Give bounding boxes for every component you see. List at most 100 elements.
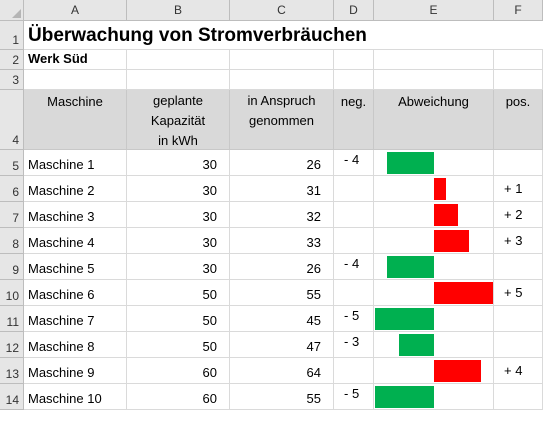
- planned-capacity-cell[interactable]: 50: [127, 280, 230, 306]
- header-planned-capacity[interactable]: geplante Kapazität in kWh: [127, 90, 230, 150]
- row-header-6[interactable]: 6: [0, 176, 24, 202]
- row-header-5[interactable]: 5: [0, 150, 24, 176]
- deviation-bar-cell[interactable]: [374, 384, 494, 410]
- positive-deviation-cell[interactable]: + 1: [494, 176, 543, 202]
- cell-e2[interactable]: [374, 50, 494, 70]
- used-cell[interactable]: 45: [230, 306, 334, 332]
- deviation-bar-cell[interactable]: [374, 332, 494, 358]
- negative-deviation-cell[interactable]: [334, 228, 374, 254]
- positive-deviation-cell[interactable]: [494, 254, 543, 280]
- cell-b2[interactable]: [127, 50, 230, 70]
- used-cell[interactable]: 31: [230, 176, 334, 202]
- machine-name-cell[interactable]: Maschine 5: [24, 254, 127, 280]
- row-header-10[interactable]: 10: [0, 280, 24, 306]
- sheet-title[interactable]: Überwachung von Stromverbräuchen: [24, 21, 543, 50]
- used-cell[interactable]: 55: [230, 280, 334, 306]
- column-header-a[interactable]: A: [24, 0, 127, 21]
- positive-deviation-cell[interactable]: + 3: [494, 228, 543, 254]
- planned-capacity-cell[interactable]: 30: [127, 254, 230, 280]
- row-header-12[interactable]: 12: [0, 332, 24, 358]
- negative-deviation-cell[interactable]: - 5: [334, 306, 374, 332]
- planned-capacity-cell[interactable]: 60: [127, 384, 230, 410]
- planned-capacity-cell[interactable]: 50: [127, 306, 230, 332]
- row-header-2[interactable]: 2: [0, 50, 24, 70]
- machine-name-cell[interactable]: Maschine 2: [24, 176, 127, 202]
- cell-f3[interactable]: [494, 70, 543, 90]
- deviation-bar-cell[interactable]: [374, 254, 494, 280]
- machine-name-cell[interactable]: Maschine 4: [24, 228, 127, 254]
- row-header-7[interactable]: 7: [0, 202, 24, 228]
- used-cell[interactable]: 33: [230, 228, 334, 254]
- planned-capacity-cell[interactable]: 30: [127, 228, 230, 254]
- cell-d2[interactable]: [334, 50, 374, 70]
- negative-deviation-cell[interactable]: - 3: [334, 332, 374, 358]
- machine-name-cell[interactable]: Maschine 9: [24, 358, 127, 384]
- machine-name-cell[interactable]: Maschine 8: [24, 332, 127, 358]
- negative-deviation-cell[interactable]: - 5: [334, 384, 374, 410]
- cell-f2[interactable]: [494, 50, 543, 70]
- cell-a3[interactable]: [24, 70, 127, 90]
- cell-d3[interactable]: [334, 70, 374, 90]
- positive-deviation-cell[interactable]: + 2: [494, 202, 543, 228]
- negative-deviation-cell[interactable]: [334, 358, 374, 384]
- deviation-bar-cell[interactable]: [374, 280, 494, 306]
- machine-name-cell[interactable]: Maschine 7: [24, 306, 127, 332]
- planned-capacity-cell[interactable]: 50: [127, 332, 230, 358]
- negative-deviation-cell[interactable]: [334, 202, 374, 228]
- column-header-c[interactable]: C: [230, 0, 334, 21]
- used-cell[interactable]: 32: [230, 202, 334, 228]
- used-cell[interactable]: 26: [230, 150, 334, 176]
- positive-deviation-cell[interactable]: [494, 306, 543, 332]
- deviation-bar-cell[interactable]: [374, 306, 494, 332]
- machine-name-cell[interactable]: Maschine 6: [24, 280, 127, 306]
- row-header-9[interactable]: 9: [0, 254, 24, 280]
- negative-deviation-cell[interactable]: [334, 280, 374, 306]
- column-header-d[interactable]: D: [334, 0, 374, 21]
- deviation-bar-cell[interactable]: [374, 176, 494, 202]
- column-header-f[interactable]: F: [494, 0, 543, 21]
- used-cell[interactable]: 26: [230, 254, 334, 280]
- cell-e3[interactable]: [374, 70, 494, 90]
- column-header-e[interactable]: E: [374, 0, 494, 21]
- machine-name-cell[interactable]: Maschine 1: [24, 150, 127, 176]
- header-machine[interactable]: Maschine: [24, 90, 127, 150]
- planned-capacity-cell[interactable]: 30: [127, 150, 230, 176]
- row-header-11[interactable]: 11: [0, 306, 24, 332]
- select-all-corner[interactable]: [0, 0, 24, 21]
- used-cell[interactable]: 64: [230, 358, 334, 384]
- positive-deviation-cell[interactable]: [494, 332, 543, 358]
- planned-capacity-cell[interactable]: 60: [127, 358, 230, 384]
- row-header-14[interactable]: 14: [0, 384, 24, 410]
- header-positive[interactable]: pos.: [494, 90, 543, 150]
- header-used[interactable]: in Anspruch genommen: [230, 90, 334, 150]
- row-header-3[interactable]: 3: [0, 70, 24, 90]
- positive-deviation-cell[interactable]: + 5: [494, 280, 543, 306]
- negative-deviation-cell[interactable]: [334, 176, 374, 202]
- header-negative[interactable]: neg.: [334, 90, 374, 150]
- machine-name-cell[interactable]: Maschine 3: [24, 202, 127, 228]
- row-header-8[interactable]: 8: [0, 228, 24, 254]
- positive-deviation-cell[interactable]: [494, 150, 543, 176]
- negative-deviation-cell[interactable]: - 4: [334, 254, 374, 280]
- cell-c2[interactable]: [230, 50, 334, 70]
- used-cell[interactable]: 47: [230, 332, 334, 358]
- cell-b3[interactable]: [127, 70, 230, 90]
- header-deviation[interactable]: Abweichung: [374, 90, 494, 150]
- deviation-bar-cell[interactable]: [374, 202, 494, 228]
- row-header-13[interactable]: 13: [0, 358, 24, 384]
- deviation-bar-cell[interactable]: [374, 150, 494, 176]
- negative-deviation-cell[interactable]: - 4: [334, 150, 374, 176]
- sheet-subtitle[interactable]: Werk Süd: [24, 50, 127, 70]
- row-header-4[interactable]: 4: [0, 90, 24, 150]
- planned-capacity-cell[interactable]: 30: [127, 202, 230, 228]
- cell-c3[interactable]: [230, 70, 334, 90]
- row-header-1[interactable]: 1: [0, 21, 24, 50]
- positive-deviation-cell[interactable]: [494, 384, 543, 410]
- column-header-b[interactable]: B: [127, 0, 230, 21]
- machine-name-cell[interactable]: Maschine 10: [24, 384, 127, 410]
- deviation-bar-cell[interactable]: [374, 228, 494, 254]
- used-cell[interactable]: 55: [230, 384, 334, 410]
- planned-capacity-cell[interactable]: 30: [127, 176, 230, 202]
- positive-deviation-cell[interactable]: + 4: [494, 358, 543, 384]
- deviation-bar-cell[interactable]: [374, 358, 494, 384]
